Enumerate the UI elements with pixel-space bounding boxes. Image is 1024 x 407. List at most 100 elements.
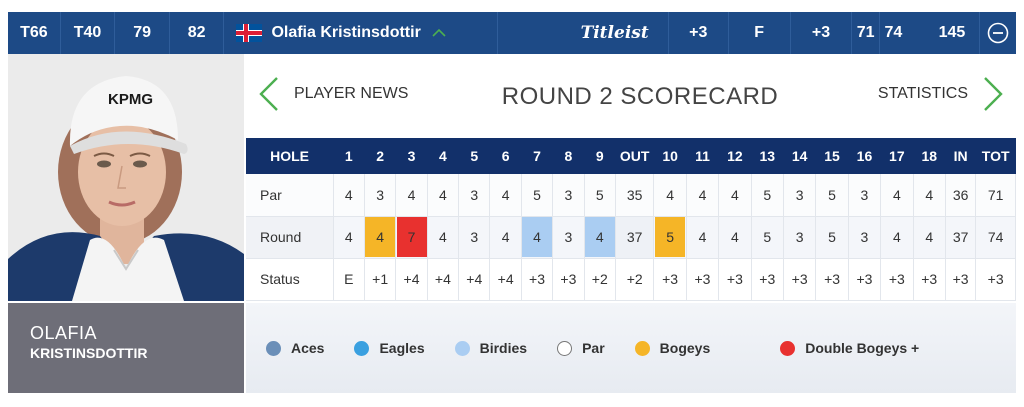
statistics-label[interactable]: STATISTICS bbox=[877, 85, 968, 102]
legend-dot-icon bbox=[634, 340, 650, 356]
score-cell: 3 bbox=[848, 216, 882, 259]
score-cell: +3 bbox=[521, 258, 554, 301]
score-cell: 4 bbox=[489, 216, 522, 259]
player-last-name: KRISTINSDOTTIR bbox=[30, 345, 148, 361]
score-cell: 3 bbox=[552, 174, 585, 217]
score-cell: +4 bbox=[458, 258, 491, 301]
score-cell: 3 bbox=[783, 174, 817, 217]
leaderboard-bar: T66 T40 79 82 Olafia Kristinsdottir Titl… bbox=[8, 12, 1016, 54]
chevron-right-icon[interactable] bbox=[982, 76, 1004, 112]
score-cell: 36 bbox=[945, 174, 977, 217]
round-one-score-cell: 79 bbox=[115, 12, 170, 54]
score-cell: +2 bbox=[584, 258, 616, 301]
player-news-label[interactable]: PLAYER NEWS bbox=[294, 85, 409, 102]
legend-label: Double Bogeys + bbox=[805, 340, 920, 356]
hole-number-header: 17 bbox=[880, 138, 914, 174]
score-cell: 4 bbox=[427, 216, 460, 259]
player-photo: KPMG bbox=[8, 54, 244, 301]
score-cell: +2 bbox=[615, 258, 655, 301]
score-cell: +3 bbox=[783, 258, 817, 301]
hole-number-header: 4 bbox=[427, 138, 459, 174]
score-cell: +4 bbox=[395, 258, 428, 301]
minus-circle-icon[interactable] bbox=[980, 12, 1016, 54]
score-cell: 4 bbox=[333, 216, 365, 259]
scorecard-header-row: HOLE 1 2 3 4 5 6 7 8 9 OUT 10 11 12 13 14 15 16 17 18 IN TOT bbox=[246, 138, 1016, 174]
legend-dot-icon bbox=[780, 340, 796, 356]
score-cell: 37 bbox=[945, 216, 977, 259]
legend-label: Birdies bbox=[479, 340, 528, 356]
score-cell: +3 bbox=[815, 258, 849, 301]
row-label: Status bbox=[246, 258, 334, 301]
spacer-cell bbox=[907, 12, 925, 54]
player-news-link[interactable]: PLAYER NEWS bbox=[258, 76, 408, 112]
score-cell: +3 bbox=[552, 258, 585, 301]
legend-item: Bogeys bbox=[634, 340, 711, 356]
score-cell: 5 bbox=[653, 216, 687, 259]
score-cell: +3 bbox=[653, 258, 687, 301]
hole-number-header: 1 bbox=[333, 138, 365, 174]
r1-total-cell: 71 bbox=[852, 12, 880, 54]
bogey-highlight: 5 bbox=[655, 217, 686, 257]
score-cell: 3 bbox=[364, 174, 397, 217]
score-cell: 4 bbox=[686, 174, 720, 217]
r2-total-cell: 74 bbox=[884, 24, 903, 41]
score-cell: 7 bbox=[395, 216, 428, 259]
hole-number-header: OUT bbox=[615, 138, 654, 174]
score-cell: +3 bbox=[913, 258, 946, 301]
legend-dot-icon bbox=[557, 340, 573, 356]
hole-number-header: 16 bbox=[848, 138, 881, 174]
player-first-name: OLAFIA bbox=[30, 323, 98, 343]
legend-label: Bogeys bbox=[659, 340, 711, 356]
score-cell: 35 bbox=[615, 174, 655, 217]
total-score-cell: 145 bbox=[925, 12, 980, 54]
score-cell: 5 bbox=[815, 174, 849, 217]
score-cell: +3 bbox=[975, 258, 1016, 301]
hole-number-header: 7 bbox=[521, 138, 553, 174]
score-cell: +4 bbox=[489, 258, 522, 301]
score-cell: 4 bbox=[489, 174, 522, 217]
hole-number-header: 13 bbox=[751, 138, 784, 174]
legend-item: Aces bbox=[266, 340, 324, 356]
score-cell: 4 bbox=[880, 216, 914, 259]
score-cell: +3 bbox=[945, 258, 977, 301]
score-cell: +3 bbox=[686, 258, 720, 301]
score-cell: 4 bbox=[718, 216, 752, 259]
to-par-cell: +3 bbox=[669, 12, 729, 54]
chevron-up-icon[interactable] bbox=[431, 28, 447, 38]
score-cell: 5 bbox=[521, 174, 554, 217]
score-cell: 3 bbox=[458, 216, 491, 259]
legend-item: Eagles bbox=[354, 340, 425, 356]
chevron-left-icon[interactable] bbox=[258, 76, 280, 112]
birdie-highlight: 4 bbox=[584, 217, 615, 257]
score-cell: 5 bbox=[584, 174, 616, 217]
score-cell: 4 bbox=[521, 216, 554, 259]
score-cell: 4 bbox=[395, 174, 428, 217]
hole-number-header: 15 bbox=[815, 138, 849, 174]
score-cell: +4 bbox=[427, 258, 460, 301]
position-cell: T66 bbox=[8, 12, 61, 54]
score-cell: 4 bbox=[686, 216, 720, 259]
score-cell: +3 bbox=[848, 258, 882, 301]
legend-dot-icon bbox=[266, 340, 281, 356]
hole-number-header: 9 bbox=[584, 138, 616, 174]
thru-cell: F bbox=[729, 12, 791, 54]
score-cell: 4 bbox=[718, 174, 752, 217]
scorecard-row-status: Status E +1 +4 +4 +4 +4 +3 +3 +2 +2 +3 +3 +3 +3 +3 +3 +3 +… bbox=[246, 258, 1016, 301]
score-cell: 4 bbox=[913, 174, 946, 217]
statistics-link[interactable]: STATISTICS bbox=[878, 76, 1004, 112]
previous-position-cell: T40 bbox=[61, 12, 116, 54]
score-cell: 5 bbox=[815, 216, 849, 259]
iceland-flag-icon bbox=[236, 24, 263, 42]
cap-logo-text: KPMG bbox=[108, 91, 153, 108]
hole-number-header: IN bbox=[945, 138, 976, 174]
double-highlight: 7 bbox=[396, 217, 427, 257]
score-cell: 4 bbox=[653, 174, 687, 217]
row-label: Par bbox=[246, 174, 334, 217]
legend-item: Birdies bbox=[454, 340, 528, 356]
hole-number-header: 11 bbox=[686, 138, 719, 174]
scorecard-row-round: Round 4 4 7 4 3 4 4 3 4 37 5 4 4 5 3 5 3 4 4 37 74 bbox=[246, 216, 1016, 259]
legend-item: Double Bogeys + bbox=[780, 340, 919, 356]
score-cell: 71 bbox=[975, 174, 1016, 217]
player-selector[interactable]: Olafia Kristinsdottir bbox=[224, 12, 498, 54]
score-cell: +1 bbox=[364, 258, 397, 301]
